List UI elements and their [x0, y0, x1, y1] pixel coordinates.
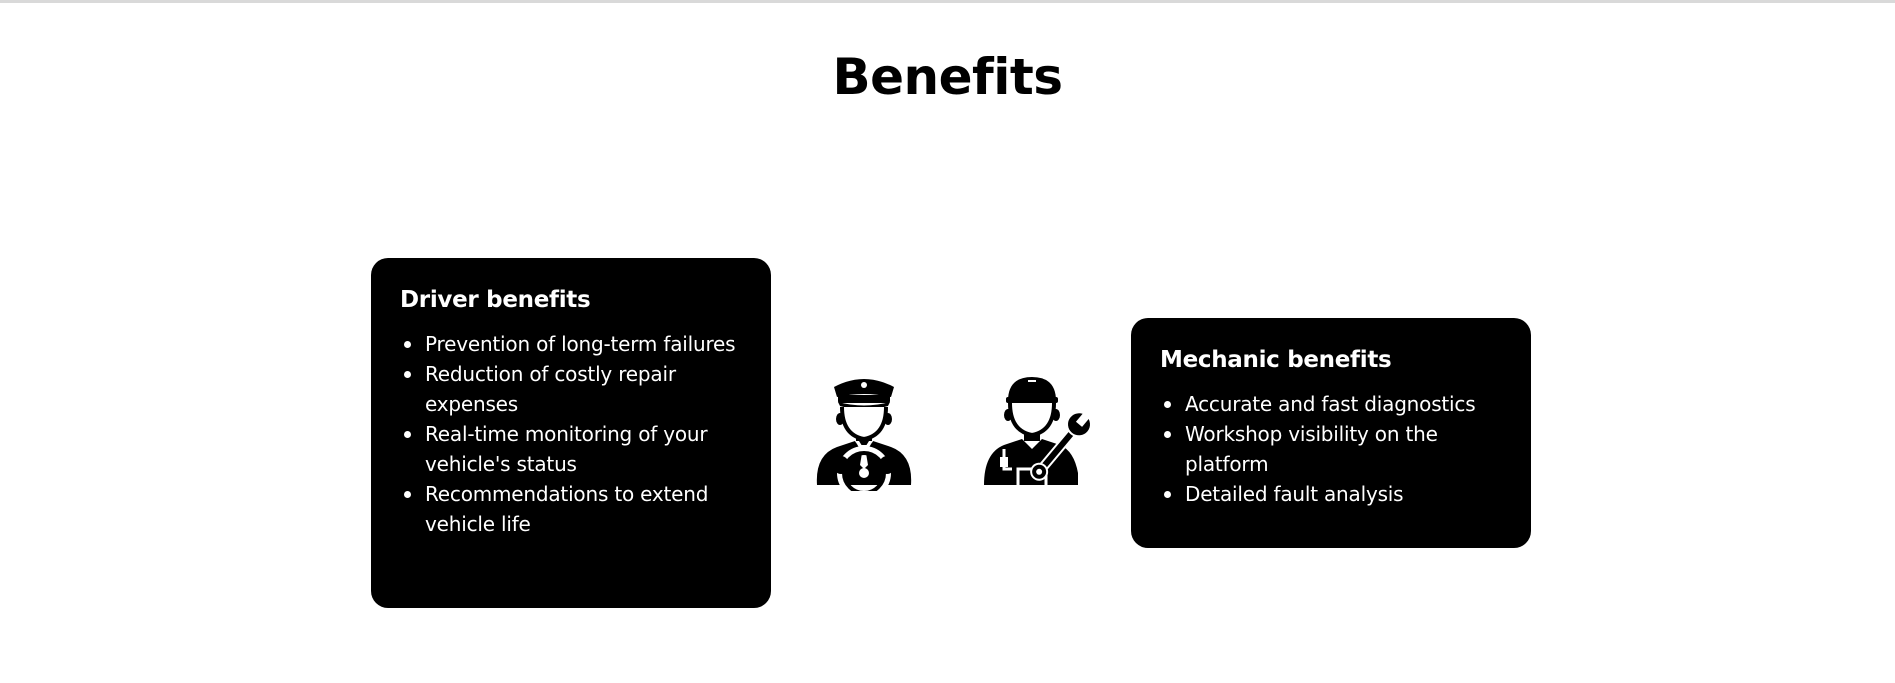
bullet-icon — [404, 340, 411, 348]
bullet-icon — [404, 370, 411, 378]
driver-benefits-card: Driver benefits Prevention of long-term … — [371, 258, 771, 608]
page-title: Benefits — [832, 48, 1063, 106]
list-item: Real-time monitoring of your vehicle's s… — [404, 419, 742, 479]
list-item: Reduction of costly repair expenses — [404, 359, 742, 419]
list-item: Prevention of long-term failures — [404, 329, 742, 359]
mechanic-benefits-card: Mechanic benefits Accurate and fast diag… — [1131, 318, 1531, 548]
driver-icon — [816, 379, 912, 491]
bullet-icon — [404, 430, 411, 438]
mechanic-icon — [984, 377, 1092, 485]
top-divider — [0, 0, 1895, 3]
list-item: Accurate and fast diagnostics — [1164, 389, 1502, 419]
driver-benefits-title: Driver benefits — [400, 287, 591, 313]
mechanic-benefits-list: Accurate and fast diagnostics Workshop v… — [1160, 389, 1502, 509]
list-item: Recommendations to extend vehicle life — [404, 479, 742, 539]
list-item: Workshop visibility on the platform — [1164, 419, 1502, 479]
list-item: Detailed fault analysis — [1164, 479, 1502, 509]
bullet-icon — [404, 490, 411, 498]
bullet-icon — [1164, 400, 1171, 408]
bullet-icon — [1164, 430, 1171, 438]
driver-benefits-list: Prevention of long-term failures Reducti… — [400, 329, 742, 539]
mechanic-benefits-title: Mechanic benefits — [1160, 347, 1392, 373]
bullet-icon — [1164, 490, 1171, 498]
